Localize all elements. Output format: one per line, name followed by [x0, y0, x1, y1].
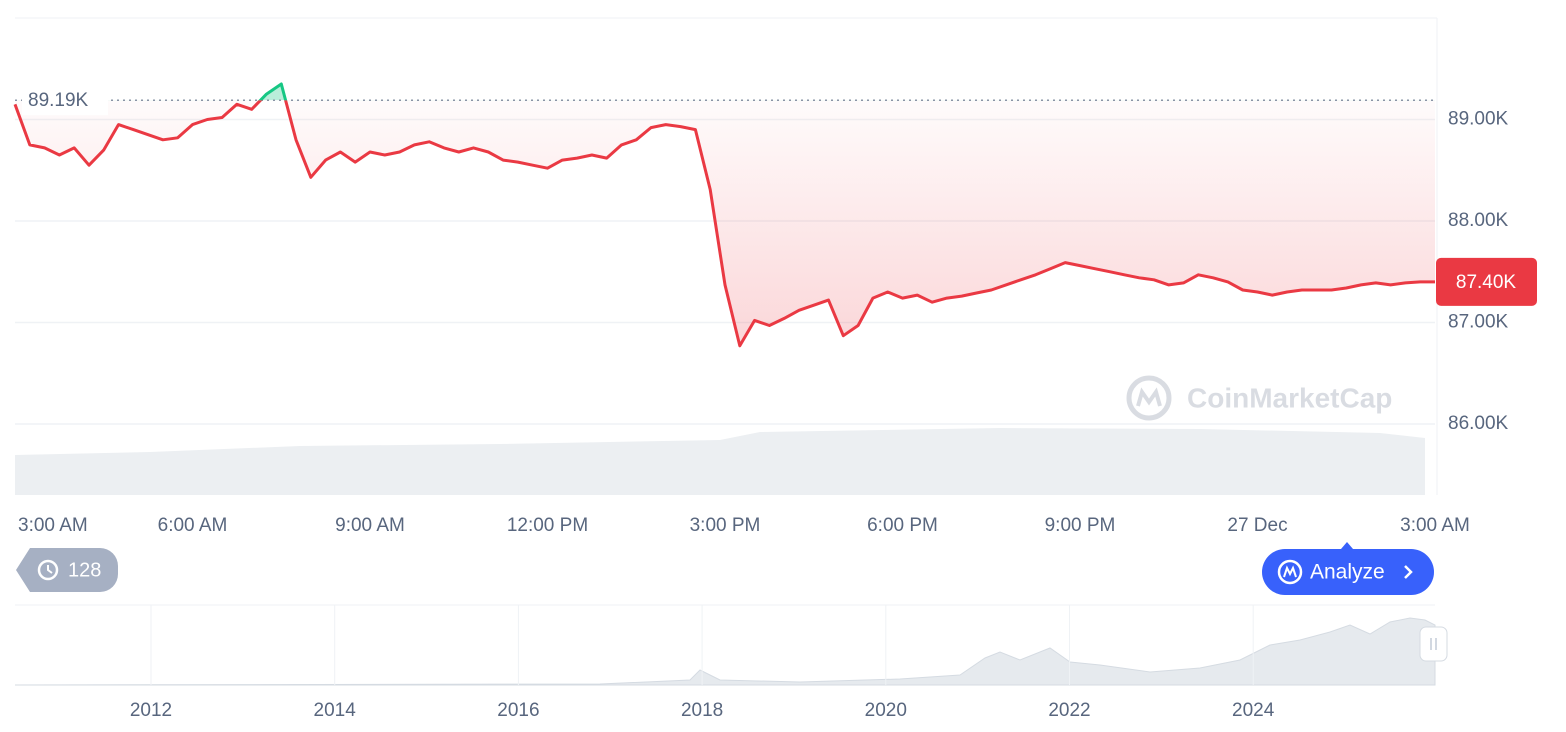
x-tick-label: 6:00 PM: [867, 515, 938, 536]
x-tick-label: 9:00 PM: [1045, 515, 1116, 536]
navigator-label: 2014: [314, 700, 357, 721]
x-tick-label: 9:00 AM: [335, 515, 405, 536]
x-tick-label: 6:00 AM: [158, 515, 228, 536]
analyze-label: Analyze: [1310, 561, 1385, 584]
x-tick-label: 3:00 AM: [1400, 515, 1470, 536]
navigator-label: 2018: [681, 700, 723, 721]
watermark: CoinMarketCap: [1126, 375, 1392, 421]
history-badge[interactable]: 128: [16, 548, 118, 592]
price-line: [13, 100, 1435, 348]
x-tick-label: 3:00 AM: [18, 515, 88, 536]
navigator-label: 2016: [497, 700, 539, 721]
navigator: [14, 604, 1448, 686]
current-price-label: 87.40K: [1456, 272, 1517, 293]
y-tick-label: 86.00K: [1448, 413, 1509, 434]
navigator-label: 2022: [1048, 700, 1090, 721]
x-tick-label: 12:00 PM: [507, 515, 588, 536]
volume-band: [15, 428, 1425, 495]
history-count: 128: [68, 559, 101, 581]
x-tick-label: 3:00 PM: [690, 515, 761, 536]
y-tick-label: 87.00K: [1448, 311, 1509, 332]
navigator-label: 2024: [1232, 700, 1275, 721]
area-below-reference: [15, 100, 1435, 346]
navigator-area: [14, 617, 1436, 686]
current-price-badge: [1436, 257, 1537, 306]
navigator-handle[interactable]: [1419, 626, 1448, 662]
y-tick-label: 88.00K: [1448, 210, 1509, 231]
y-tick-label: 89.00K: [1448, 109, 1509, 130]
reference-label-bg: [22, 85, 108, 116]
navigator-label: 2012: [130, 700, 172, 721]
analyze-button[interactable]: Analyze: [1262, 542, 1434, 595]
reference-label: 89.19K: [28, 90, 89, 111]
x-tick-label: 27 Dec: [1227, 515, 1287, 536]
watermark-text: CoinMarketCap: [1187, 382, 1392, 413]
navigator-label: 2020: [865, 700, 907, 721]
